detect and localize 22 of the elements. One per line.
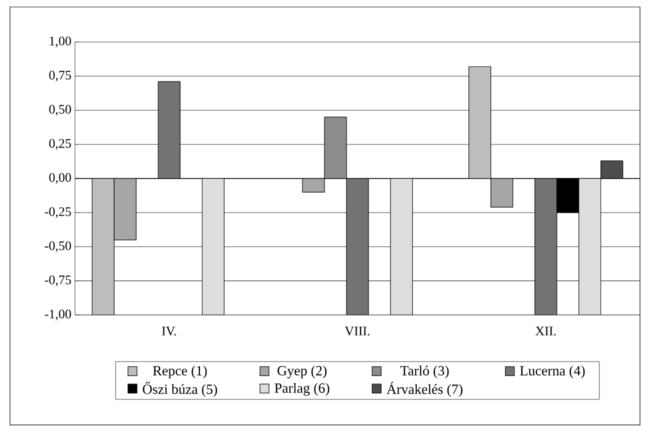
y-tick-label: 0,25 [49,139,71,150]
y-tick-label: 0,75 [49,70,71,82]
x-tick-label: XII. [535,326,556,336]
y-tick-label: -0,50 [44,241,71,252]
legend-label: Lucerna (4) [520,366,585,378]
legend-label: Őszi búza (5) [142,382,218,397]
y-tick-label: 0,00 [49,173,71,184]
legend-label: Gyep (2) [278,366,327,378]
y-tick-label: -1,00 [44,310,71,320]
y-tick-label: 1,00 [50,36,71,48]
bar [534,178,558,315]
legend-label: Repce (1) [152,366,207,378]
legend-label: Parlag (6) [274,382,330,396]
y-tick-label: 0,50 [49,104,71,116]
bar [346,178,369,315]
legend-label: Tarló (3) [400,366,449,378]
y-tick-label: -0,75 [44,276,71,286]
legend-label: Árvakelés (7) [386,382,462,397]
bar [158,81,180,179]
x-tick-label: IV. [162,326,176,336]
x-tick-label: VIII. [344,326,370,336]
y-tick-label: -0,25 [44,207,71,218]
